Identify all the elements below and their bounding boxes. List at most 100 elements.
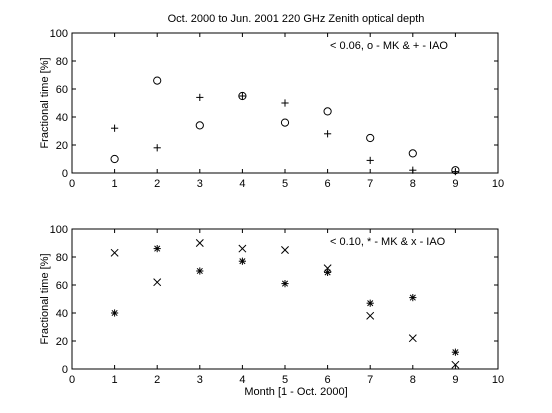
bottom-x-tick-label: 5	[282, 374, 288, 386]
bottom-x-tick-label: 8	[410, 374, 416, 386]
bottom-cross-point	[323, 264, 332, 273]
bottom-x-tick-label: 10	[492, 374, 504, 386]
bottom-cross-point	[195, 239, 204, 247]
bottom-cross-point-d2	[110, 248, 119, 257]
bottom-asterisk-point-d2	[281, 280, 289, 287]
bottom-cross-point	[366, 311, 375, 320]
bottom-cross-point-d2	[366, 311, 375, 320]
top-plus-point	[153, 144, 161, 152]
bottom-cross-point-d2	[153, 278, 162, 287]
top-plus-point	[409, 166, 417, 174]
bottom-cross-point	[451, 360, 460, 369]
bottom-y-tick-label: 0	[62, 364, 68, 376]
top-x-tick-label: 4	[239, 178, 245, 190]
top-x-tick-label: 1	[112, 178, 118, 190]
bottom-x-tick-label: 6	[325, 374, 331, 386]
top-plus-point	[324, 130, 332, 138]
bottom-asterisk-point-d2	[111, 309, 118, 317]
top-x-tick-label: 0	[69, 178, 75, 190]
top-y-tick-label: 100	[50, 28, 68, 40]
top-circle-point-shape	[323, 107, 332, 116]
figure-title: Oct. 2000 to Jun. 2001 220 GHz Zenith op…	[168, 13, 425, 25]
bottom-y-tick-label: 40	[56, 308, 68, 320]
bottom-y-tick-label: 80	[56, 252, 68, 264]
top-x-tick-label: 3	[197, 178, 203, 190]
top-x-tick-label: 5	[282, 178, 288, 190]
bottom-y-tick-label: 100	[50, 224, 68, 236]
top-circle-point-shape	[366, 133, 375, 143]
bottom-cross-point	[153, 278, 162, 287]
bottom-cross-point	[408, 334, 417, 343]
top-circle-point	[408, 149, 417, 158]
top-y-axis-label: Fractional time [%]	[39, 57, 51, 148]
bottom-cross-point-d2	[238, 244, 247, 253]
top-x-tick-label: 9	[452, 178, 458, 190]
bottom-asterisk-point	[409, 294, 417, 302]
bottom-cross-point	[281, 246, 289, 254]
top-plus-point	[238, 92, 246, 100]
bottom-asterisk-point	[196, 267, 204, 275]
top-circle-point	[195, 121, 204, 130]
top-y-tick-label: 60	[56, 84, 68, 96]
x-axis-label: Month [1 - Oct. 2000]	[244, 386, 347, 398]
bottom-x-tick-label: 2	[154, 374, 160, 386]
top-plus-point	[196, 93, 204, 101]
top-plus-point	[451, 168, 459, 176]
top-plus-point	[111, 124, 119, 132]
top-y-tick-label: 80	[56, 56, 68, 68]
bottom-asterisk-point	[238, 257, 246, 265]
bottom-x-tick-label: 4	[239, 374, 245, 386]
top-x-tick-label: 10	[492, 178, 504, 190]
bottom-asterisk-point	[153, 245, 161, 253]
top-x-tick-label: 6	[325, 178, 331, 190]
bottom-asterisk-point-d2	[154, 245, 161, 252]
top-circle-point	[110, 154, 119, 164]
top-plus-point	[366, 156, 374, 164]
bottom-x-tick-label: 9	[452, 374, 458, 386]
top-circle-point-shape	[195, 121, 204, 130]
bottom-x-tick-label: 3	[197, 374, 203, 386]
top-circle-point-shape	[153, 76, 162, 85]
bottom-cross-point	[238, 244, 247, 253]
bottom-asterisk-point-d2	[409, 294, 416, 301]
bottom-y-tick-label: 60	[56, 280, 68, 292]
bottom-cross-point	[110, 248, 119, 257]
bottom-asterisk-point	[324, 268, 332, 276]
top-circle-point-shape	[408, 149, 417, 158]
top-y-tick-label: 20	[56, 140, 68, 152]
bottom-cross-point-d2	[323, 264, 332, 273]
bottom-asterisk-point-d2	[239, 258, 246, 265]
top-circle-point	[280, 118, 290, 127]
bottom-cross-point-d2	[281, 246, 289, 254]
top-x-tick-label: 7	[367, 178, 373, 190]
bottom-y-axis-label: Fractional time [%]	[39, 253, 51, 344]
top-x-tick-label: 8	[410, 178, 416, 190]
top-plus-point	[281, 99, 289, 107]
top-circle-point	[153, 76, 162, 85]
top-circle-point-shape	[110, 154, 119, 164]
bottom-asterisk-point-d2	[196, 267, 203, 275]
bottom-cross-point-d2	[195, 239, 204, 247]
bottom-asterisk-point	[366, 299, 374, 307]
bottom-x-tick-label: 7	[367, 374, 373, 386]
top-circle-point-shape	[280, 118, 290, 127]
bottom-x-tick-label: 1	[112, 374, 118, 386]
top-annotation: < 0.06, o - MK & + - IAO	[330, 40, 448, 52]
top-circle-point	[366, 133, 375, 143]
bottom-annotation: < 0.10, * - MK & x - IAO	[330, 236, 446, 248]
bottom-plot-area	[71, 228, 499, 370]
bottom-y-tick-label: 20	[56, 336, 68, 348]
bottom-cross-point-d2	[408, 334, 417, 343]
top-circle-point	[323, 107, 332, 116]
bottom-asterisk-point-d2	[367, 300, 374, 307]
bottom-asterisk-point	[281, 280, 289, 288]
bottom-asterisk-point	[451, 348, 459, 356]
top-y-tick-label: 0	[62, 168, 68, 180]
bottom-asterisk-point	[111, 309, 119, 317]
bottom-cross-point-d2	[451, 360, 460, 369]
top-x-tick-label: 2	[154, 178, 160, 190]
bottom-asterisk-point-d2	[452, 349, 459, 356]
